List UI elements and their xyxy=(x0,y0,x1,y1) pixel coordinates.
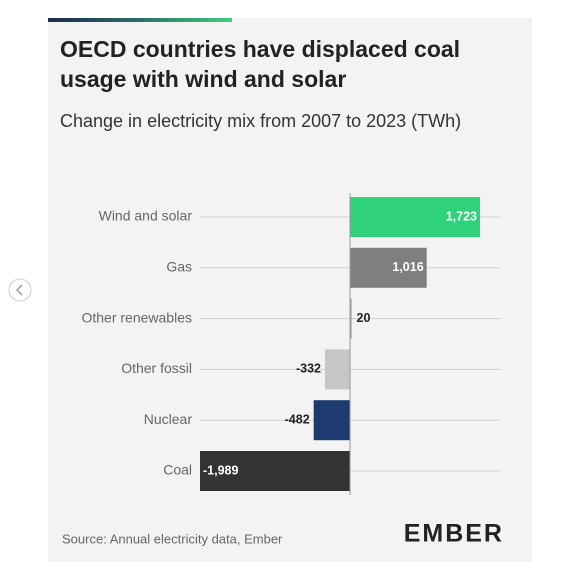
bar xyxy=(200,451,351,491)
bar xyxy=(350,197,480,237)
category-label: Other renewables xyxy=(81,309,192,325)
bar xyxy=(350,247,427,288)
category-label: Coal xyxy=(163,462,192,478)
value-label: 20 xyxy=(357,311,371,325)
value-label: -482 xyxy=(285,412,310,426)
value-label: -1,989 xyxy=(203,463,238,477)
title-box: OECD countries have displaced coal usage… xyxy=(60,36,461,92)
subtitle-box: Change in electricity mix from 2007 to 2… xyxy=(60,111,462,131)
chart-title: OECD countries have displaced coal usage… xyxy=(60,36,461,92)
category-label: Gas xyxy=(166,259,192,275)
source: Source: Annual electricity data, Ember xyxy=(62,531,283,546)
category-label: Nuclear xyxy=(144,411,193,427)
plot: Wind and solar 1,723 Gas 1,016 Other renewab… xyxy=(81,193,500,495)
value-label: 1,723 xyxy=(446,209,477,223)
category-label: Wind and solar xyxy=(99,208,193,224)
accent-bar xyxy=(48,18,232,22)
value-label: -332 xyxy=(296,362,321,376)
bar xyxy=(313,400,351,441)
category-label: Other fossil xyxy=(121,360,192,376)
prev-button[interactable] xyxy=(8,278,32,302)
value-label: 1,016 xyxy=(392,260,423,274)
bar xyxy=(350,298,352,339)
chart-subtitle: Change in electricity mix from 2007 to 2… xyxy=(60,111,462,131)
bar xyxy=(324,349,351,390)
logo: EMBER xyxy=(404,520,504,548)
